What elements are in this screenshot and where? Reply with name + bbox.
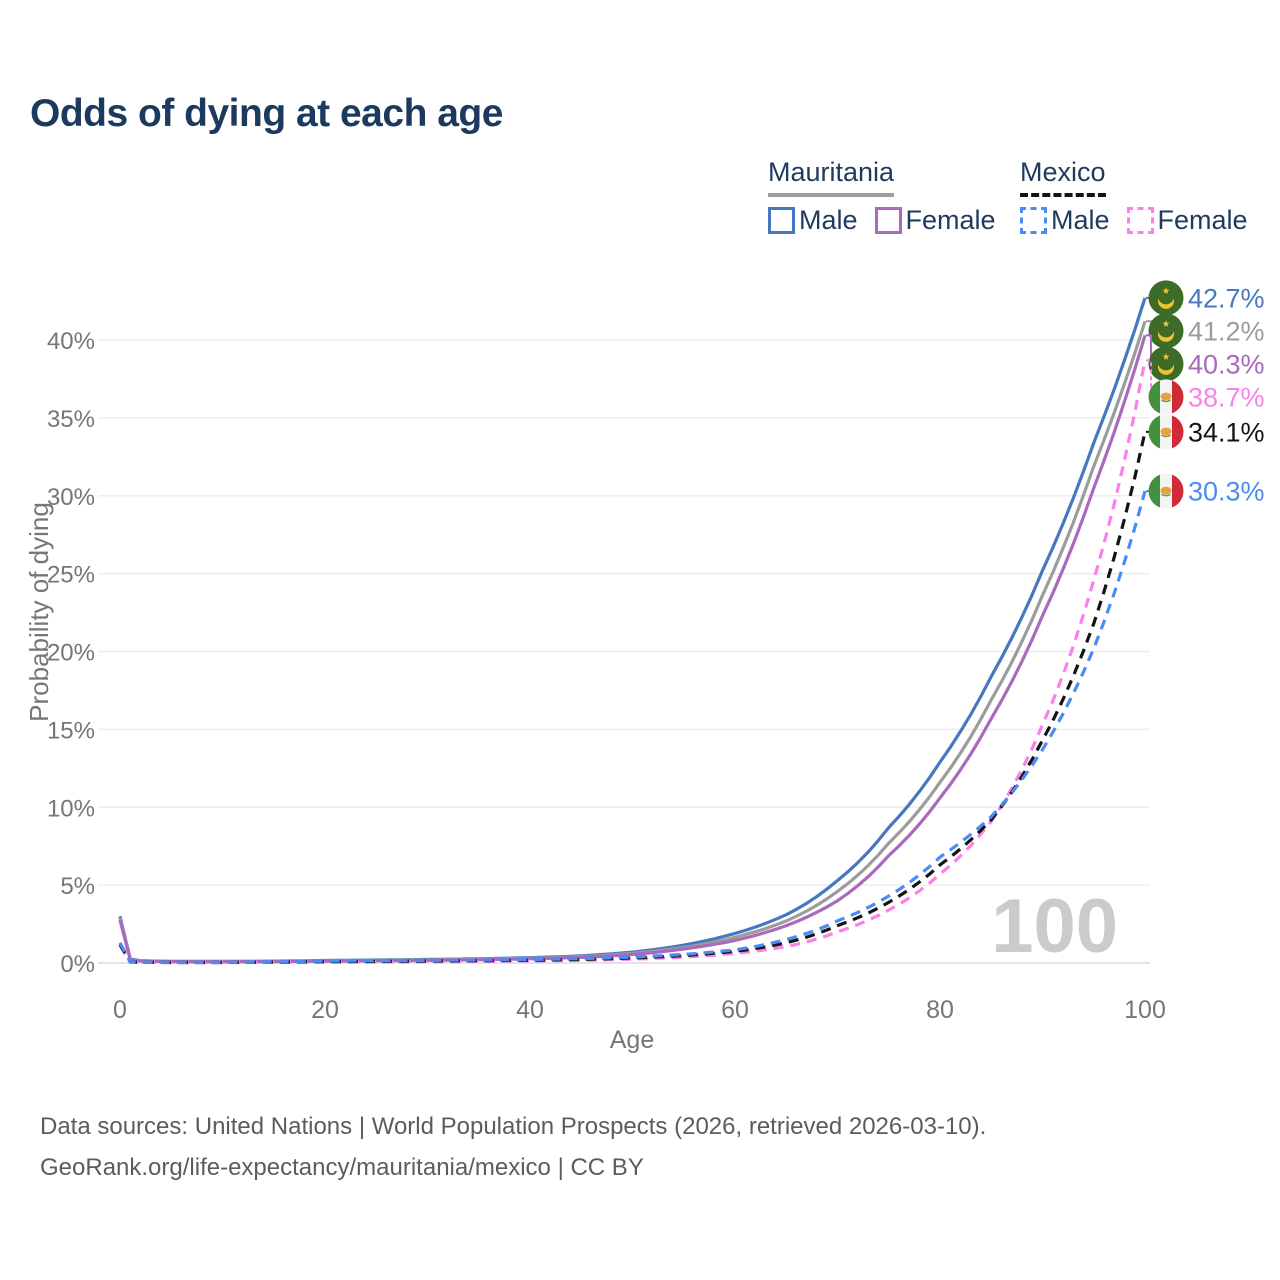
mexico-male-swatch-icon xyxy=(1020,207,1047,235)
mauritania-male-swatch-icon xyxy=(768,207,795,235)
legend-country-mauritania[interactable]: Mauritania xyxy=(768,157,895,197)
footer-attribution-line[interactable]: GeoRank.org/life-expectancy/mauritania/m… xyxy=(40,1154,644,1181)
y-tick-label: 35% xyxy=(47,406,95,433)
mexico-flag-icon xyxy=(1148,414,1184,450)
y-tick-label: 30% xyxy=(47,484,95,511)
legend-item-mauritania-male[interactable]: Male xyxy=(768,204,858,236)
y-tick-label: 10% xyxy=(47,795,95,822)
legend-label: Female xyxy=(905,204,996,235)
page-title: Odds of dying at each age xyxy=(30,92,503,135)
series-line-mexico-female xyxy=(118,359,1147,965)
legend-group-mexico: Mexico Male Female xyxy=(1020,157,1248,236)
y-tick-label: 40% xyxy=(47,328,95,355)
end-value-label: 42.7% xyxy=(1188,283,1265,313)
legend-item-mauritania-female[interactable]: Female xyxy=(874,204,996,236)
footer-sources-line: Data sources: United Nations | World Pop… xyxy=(40,1113,987,1140)
x-tick-label: 0 xyxy=(113,996,127,1024)
mexico-flag-icon xyxy=(1148,473,1184,509)
mauritania-flag-icon xyxy=(1148,346,1184,382)
x-axis-title: Age xyxy=(610,1026,654,1054)
mauritania-female-swatch-icon xyxy=(874,207,902,235)
data-series-lines xyxy=(118,297,1147,965)
series-line-mauritania-male xyxy=(118,297,1147,963)
legend-item-mexico-male[interactable]: Male xyxy=(1020,204,1110,236)
y-tick-label: 5% xyxy=(60,873,95,900)
data-source-footer: Data sources: United Nations | World Pop… xyxy=(40,1106,986,1188)
x-tick-label: 40 xyxy=(516,996,544,1024)
end-value-label: 38.7% xyxy=(1188,382,1265,412)
legend-label: Male xyxy=(1051,204,1110,235)
y-tick-label: 15% xyxy=(47,717,95,744)
end-value-annotations: 42.7%41.2%40.3%38.7% 34.1% 30.3% xyxy=(1146,280,1265,509)
y-axis-title: Probability of dying xyxy=(24,502,54,722)
legend-label: Female xyxy=(1157,204,1248,235)
legend-item-mexico-female[interactable]: Female xyxy=(1126,204,1248,236)
x-tick-label: 100 xyxy=(1124,996,1166,1024)
x-tick-label: 20 xyxy=(311,996,339,1024)
end-value-label: 30.3% xyxy=(1188,477,1265,507)
y-tick-label: 25% xyxy=(47,562,95,589)
legend-label: Male xyxy=(799,204,858,235)
y-tick-label: 0% xyxy=(60,951,95,978)
end-value-label: 40.3% xyxy=(1188,349,1265,379)
series-line-mauritania-female xyxy=(118,334,1147,964)
y-tick-label: 20% xyxy=(47,640,95,667)
gridlines xyxy=(98,339,1150,964)
end-value-label: 34.1% xyxy=(1188,417,1265,447)
x-tick-label: 80 xyxy=(926,996,954,1024)
legend-country-mexico[interactable]: Mexico xyxy=(1020,157,1106,197)
mexico-flag-icon xyxy=(1148,379,1184,415)
x-tick-label: 60 xyxy=(721,996,749,1024)
mauritania-flag-icon xyxy=(1148,280,1184,316)
age-watermark: 100 xyxy=(991,884,1118,969)
mauritania-flag-icon xyxy=(1148,313,1184,349)
end-value-label: 41.2% xyxy=(1188,316,1265,346)
mexico-female-swatch-icon xyxy=(1126,207,1154,235)
axis-labels: 0% 5% 10% 15% 20% 25% 30% 35% 40% 0 20 40 60 80 100 Age… xyxy=(24,328,1166,1054)
legend-group-mauritania: Mauritania Male Female xyxy=(768,157,996,236)
